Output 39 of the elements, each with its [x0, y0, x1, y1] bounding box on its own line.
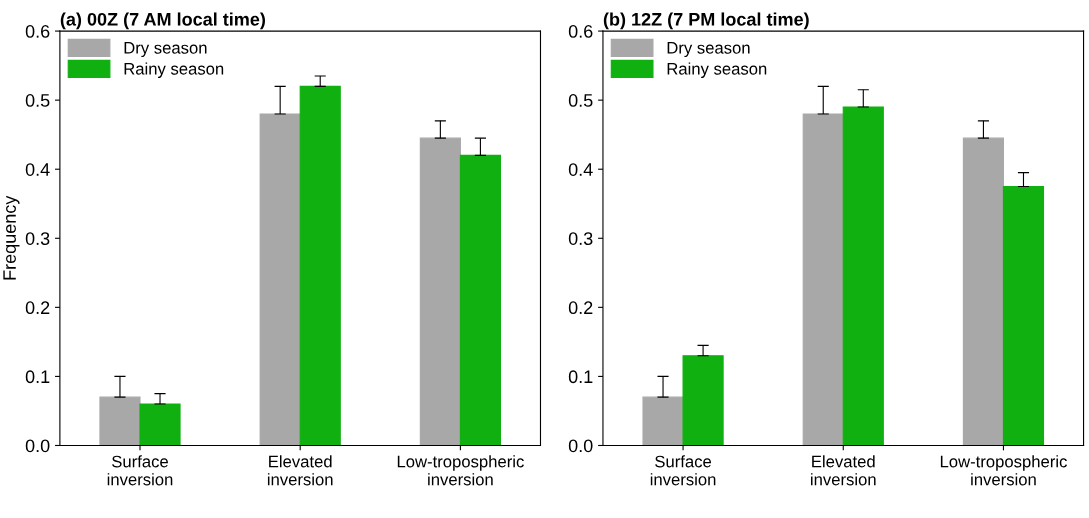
- x-tick-label: Elevated inversion: [811, 455, 876, 486]
- y-tick-label: 0.2: [568, 301, 593, 315]
- y-tick-label: 0.6: [568, 25, 593, 38]
- bar: [1002, 185, 1045, 446]
- x-tick-label: Surface inversion: [650, 455, 716, 486]
- y-tick-label: 0.5: [25, 94, 50, 107]
- bar: [962, 137, 1005, 446]
- legend-label: Rainy season: [667, 62, 767, 78]
- y-tick-label: 0.1: [568, 370, 593, 384]
- chart-title: (b) 12Z (7 PM local time): [603, 12, 809, 30]
- x-tick-label: Low-tropospheric inversion: [940, 455, 1067, 486]
- y-tick-label: 0.2: [25, 301, 50, 315]
- legend-label: Rainy season: [124, 62, 224, 78]
- bar: [419, 137, 461, 446]
- x-tick-label: Low-tropospheric inversion: [397, 455, 524, 486]
- bar: [842, 106, 884, 446]
- legend-label: Dry season: [667, 42, 750, 58]
- y-tick-label: 0.3: [25, 232, 50, 245]
- y-axis-title: Frequency: [3, 195, 20, 280]
- bar: [642, 396, 684, 446]
- bar: [299, 85, 341, 446]
- bar: [99, 396, 141, 446]
- y-tick-label: 0.0: [25, 439, 50, 453]
- bar: [459, 154, 501, 446]
- bar: [682, 355, 724, 446]
- y-tick-label: 0.4: [568, 163, 593, 176]
- y-tick-label: 0.4: [25, 163, 50, 176]
- bar: [259, 113, 301, 446]
- y-tick-label: 0.3: [568, 232, 593, 245]
- x-tick-label: Elevated inversion: [267, 455, 333, 486]
- y-tick-label: 0.1: [25, 370, 50, 384]
- y-tick-label: 0.0: [568, 439, 593, 453]
- bar: [802, 113, 844, 446]
- y-tick-label: 0.5: [568, 94, 593, 107]
- legend-label: Dry season: [124, 42, 207, 58]
- y-tick-label: 0.6: [25, 25, 50, 38]
- bar: [139, 403, 181, 446]
- x-tick-label: Surface inversion: [107, 455, 173, 486]
- chart-title: (a) 00Z (7 AM local time): [60, 12, 265, 30]
